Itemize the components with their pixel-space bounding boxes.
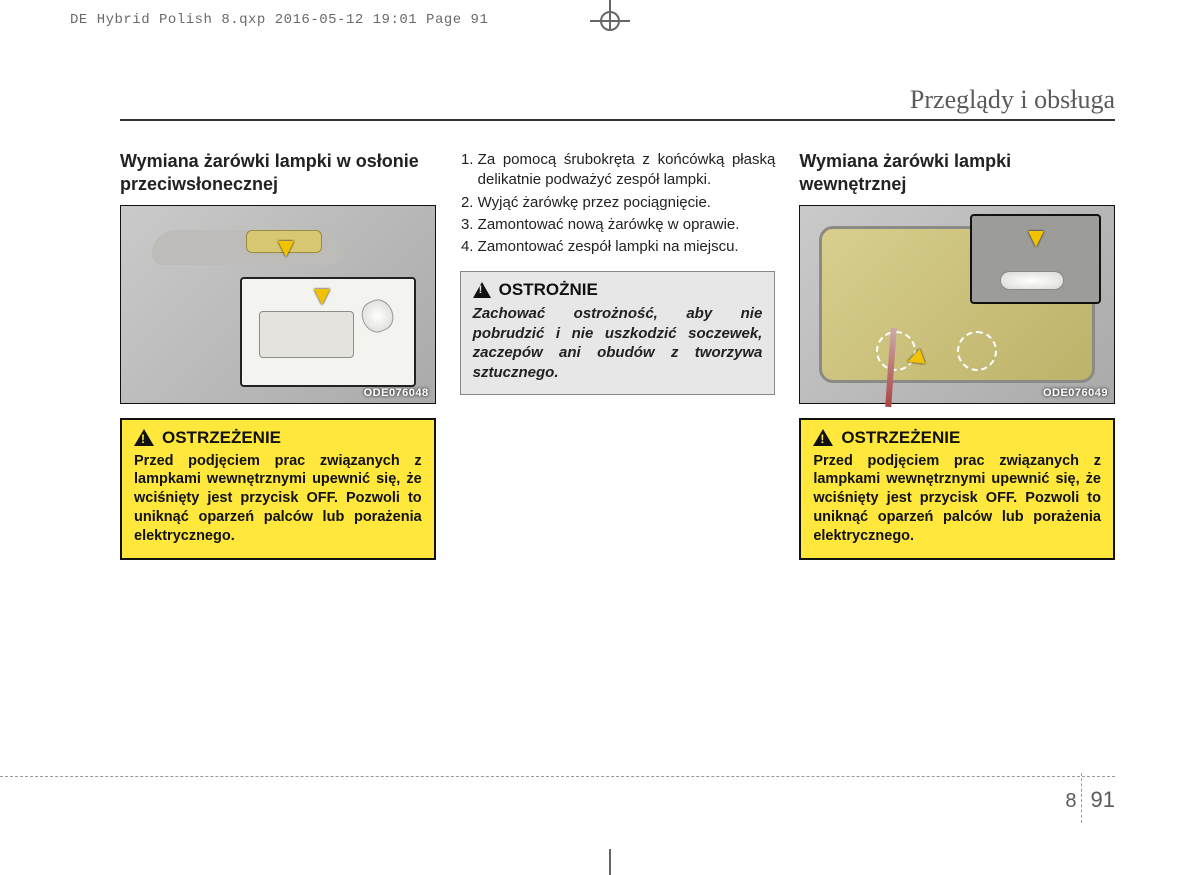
figure-sunvisor-lamp: ODE076048 (120, 205, 436, 404)
page-number-value: 91 (1091, 787, 1115, 813)
figure-caption: ODE076049 (1043, 387, 1108, 399)
left-column: Wymiana żarówki lampki w osłonie przeciw… (120, 150, 436, 755)
warning-title: OSTRZEŻENIE (134, 428, 422, 448)
caution-title: OSTROŻNIE (473, 280, 763, 300)
warning-title-text: OSTRZEŻENIE (841, 428, 960, 448)
caution-triangle-icon (473, 282, 491, 298)
caution-body: Zachować ostrożność, aby nie pobrudzić i… (473, 304, 763, 382)
page-number: 8 91 (1065, 787, 1115, 813)
warning-box: OSTRZEŻENIE Przed podjęciem prac związan… (120, 418, 436, 560)
arrow-icon (1028, 231, 1044, 247)
steps-list: Za pomocą śrubokręta z końcówką płaską d… (460, 150, 776, 259)
page-content: Wymiana żarówki lampki w osłonie przeciw… (120, 150, 1115, 755)
crop-mark-icon (590, 0, 630, 45)
caution-title-text: OSTROŻNIE (499, 280, 598, 300)
arrow-icon (314, 289, 330, 305)
section-heading: Wymiana żarówki lampki w osłonie przeciw… (120, 150, 436, 195)
warning-title: OSTRZEŻENIE (813, 428, 1101, 448)
footer-rule (0, 776, 1115, 777)
step-item: Wyjąć żarówkę przez pociągnięcie. (478, 193, 776, 213)
center-column: Za pomocą śrubokręta z końcówką płaską d… (460, 150, 776, 755)
warning-box: OSTRZEŻENIE Przed podjęciem prac związan… (799, 418, 1115, 560)
warning-triangle-icon (134, 429, 154, 446)
figure-caption: ODE076048 (364, 387, 429, 399)
section-heading: Wymiana żarówki lampki wewnętrznej (799, 150, 1115, 195)
right-column: Wymiana żarówki lampki wewnętrznej ODE07… (799, 150, 1115, 755)
chapter-header: Przeglądy i obsługa (120, 85, 1115, 121)
arrow-icon (905, 349, 926, 370)
figure-interior-lamp: ODE076049 (799, 205, 1115, 404)
warning-body: Przed podjęciem prac związanych z lampka… (134, 452, 422, 546)
warning-title-text: OSTRZEŻENIE (162, 428, 281, 448)
step-item: Zamontować nową żarówkę w oprawie. (478, 215, 776, 235)
step-item: Za pomocą śrubokręta z końcówką płaską d… (478, 150, 776, 191)
caution-box: OSTROŻNIE Zachować ostrożność, aby nie p… (460, 271, 776, 395)
warning-body: Przed podjęciem prac związanych z lampka… (813, 452, 1101, 546)
arrow-icon (278, 241, 294, 257)
warning-triangle-icon (813, 429, 833, 446)
print-header: DE Hybrid Polish 8.qxp 2016-05-12 19:01 … (70, 12, 488, 28)
chapter-title: Przeglądy i obsługa (120, 85, 1115, 121)
section-number: 8 (1065, 790, 1076, 813)
crop-mark-icon (590, 845, 630, 875)
step-item: Zamontować zespół lampki na miejscu. (478, 237, 776, 257)
